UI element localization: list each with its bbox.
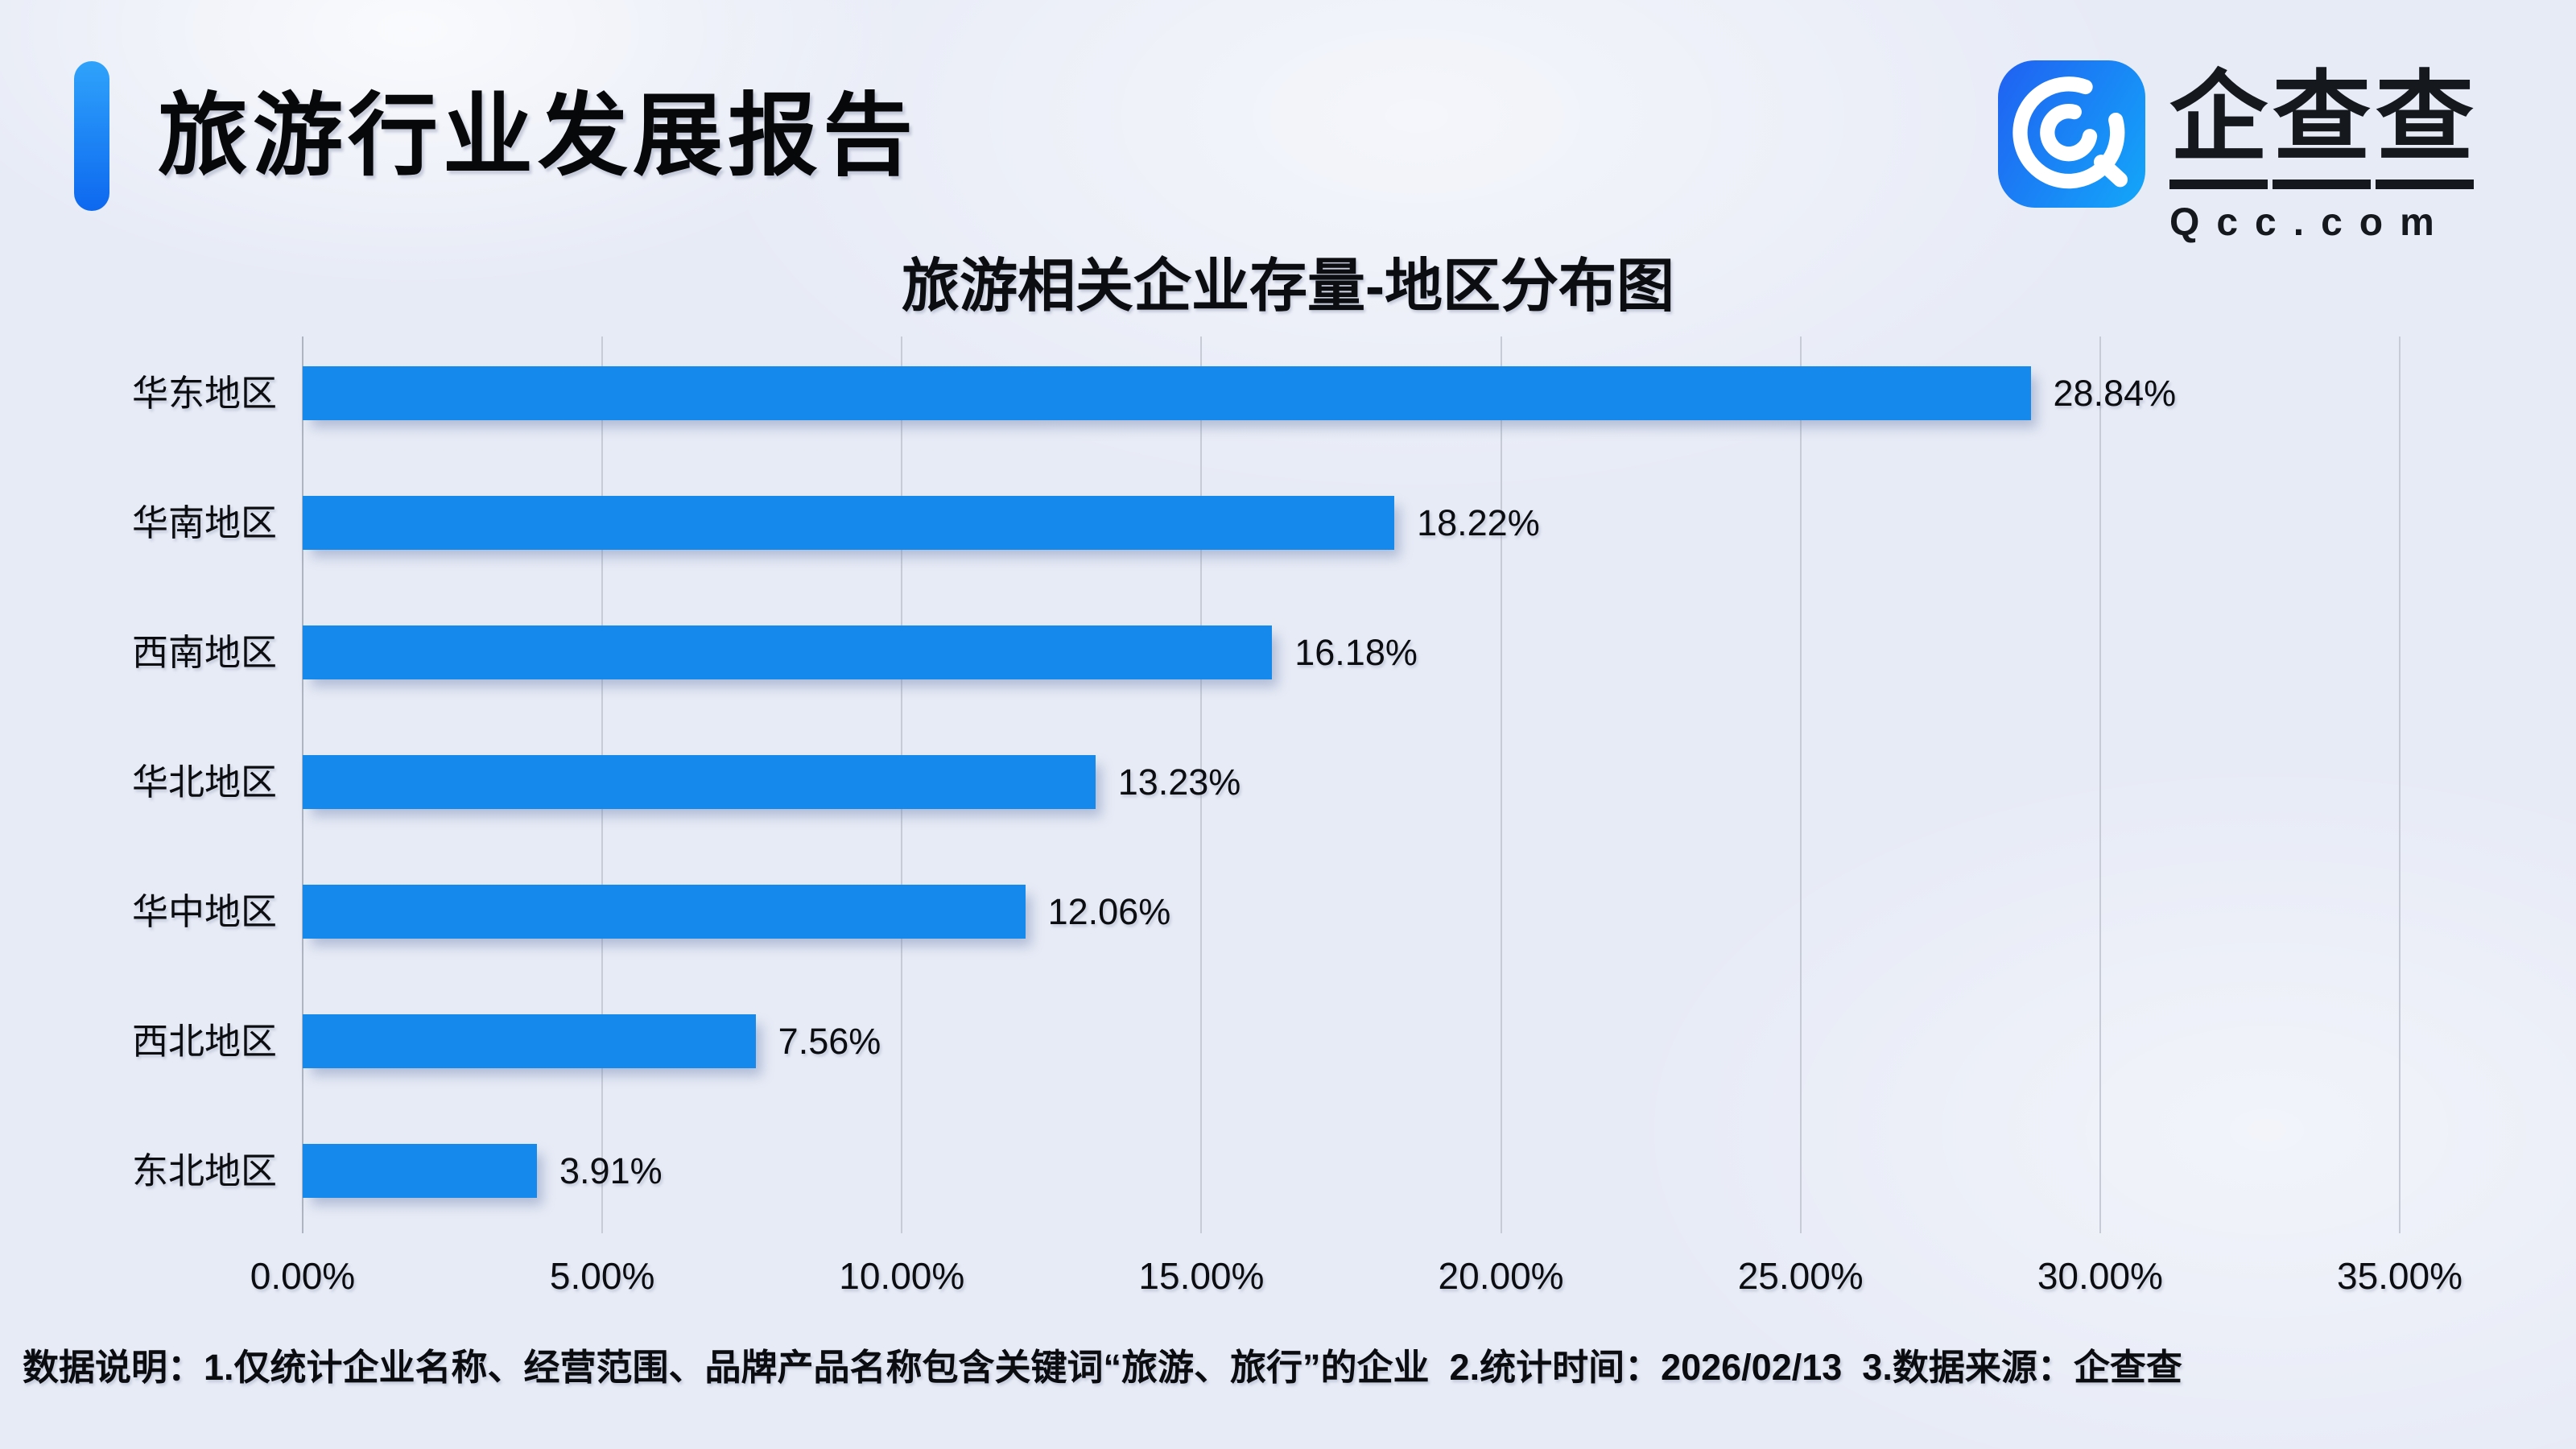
bar — [303, 1014, 756, 1068]
header-accent-bar — [74, 61, 109, 211]
x-tick-label: 10.00% — [839, 1255, 965, 1297]
brand-domain: Qcc.com — [2169, 200, 2451, 244]
x-tick-label: 30.00% — [2037, 1255, 2163, 1297]
logo-text: 企查查 Qcc.com — [2169, 60, 2474, 245]
bar — [303, 366, 2031, 420]
x-tick-label: 20.00% — [1438, 1255, 1564, 1297]
gridline — [1799, 336, 1802, 1233]
value-label: 18.22% — [1417, 502, 1540, 543]
gridline — [2099, 336, 2101, 1233]
bar — [303, 755, 1096, 809]
brand-char: 企 — [2169, 60, 2268, 189]
category-label: 华东地区 — [131, 373, 277, 414]
bar — [303, 625, 1273, 679]
report-title: 旅游行业发展报告 — [158, 85, 918, 186]
x-tick-label: 25.00% — [1737, 1255, 1864, 1297]
chart-title: 旅游相关企业存量-地区分布图 — [902, 254, 1674, 319]
bar — [303, 1144, 538, 1198]
gridline — [2399, 336, 2401, 1233]
brand-wordmark: 企查查 — [2169, 60, 2474, 189]
brand-char: 查 — [2376, 60, 2474, 189]
x-tick-label: 5.00% — [549, 1255, 655, 1297]
bar — [303, 496, 1395, 550]
category-label: 华南地区 — [131, 502, 277, 543]
value-label: 16.18% — [1294, 632, 1418, 673]
x-tick-label: 15.00% — [1138, 1255, 1265, 1297]
x-tick-label: 35.00% — [2336, 1255, 2462, 1297]
category-label: 华北地区 — [131, 762, 277, 803]
qcc-logo: 企查查 Qcc.com — [1998, 60, 2474, 245]
qcc-magnifier-spiral-icon — [1998, 60, 2145, 208]
brand-char: 查 — [2273, 60, 2371, 189]
data-notes: 数据说明：1.仅统计企业名称、经营范围、品牌产品名称包含关键词“旅游、旅行”的企… — [23, 1347, 2182, 1388]
bar — [303, 885, 1026, 939]
category-label: 西南地区 — [131, 632, 277, 673]
category-label: 华中地区 — [131, 891, 277, 932]
value-label: 7.56% — [778, 1021, 881, 1062]
value-label: 12.06% — [1047, 891, 1171, 932]
category-label: 东北地区 — [131, 1150, 277, 1191]
value-label: 13.23% — [1117, 762, 1241, 803]
gridline — [1200, 336, 1203, 1233]
value-label: 28.84% — [2053, 373, 2177, 414]
value-label: 3.91% — [559, 1150, 663, 1191]
x-tick-label: 0.00% — [250, 1255, 356, 1297]
gridline — [1500, 336, 1502, 1233]
category-label: 西北地区 — [131, 1021, 277, 1062]
